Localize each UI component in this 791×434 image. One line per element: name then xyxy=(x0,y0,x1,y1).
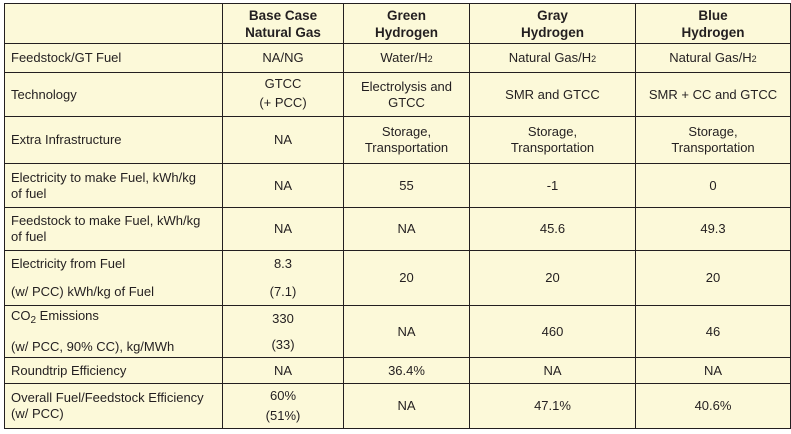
cell-green: NA xyxy=(343,305,470,358)
header-row: Base Case Natural Gas Green Hydrogen Gray H… xyxy=(4,3,791,44)
cell-green: Storage, Transportation xyxy=(343,116,470,164)
cell-green: Electrolysis and GTCC xyxy=(343,72,470,117)
cell-gray: -1 xyxy=(469,163,636,208)
cell-base: NA/NG xyxy=(222,43,344,73)
table-row-electricity-to-make-fuel: Electricity to make Fuel, kWh/kg of fuel … xyxy=(4,163,791,208)
cell-blue: 0 xyxy=(635,163,791,208)
cell-gray: Storage, Transportation xyxy=(469,116,636,164)
cell-base: 8.3 (7.1) xyxy=(222,250,344,306)
cell-blue: 40.6% xyxy=(635,383,791,429)
cell-base: NA xyxy=(222,357,344,384)
cell-green: Water/H2 xyxy=(343,43,470,73)
cell-base: 330 (33) xyxy=(222,305,344,358)
cell-base: NA xyxy=(222,116,344,164)
row-label: CO2 Emissions (w/ PCC, 90% CC), kg/MWh xyxy=(4,305,223,358)
row-label: Electricity from Fuel (w/ PCC) kWh/kg of … xyxy=(4,250,223,306)
cell-gray: 45.6 xyxy=(469,207,636,251)
row-label: Technology xyxy=(4,72,223,117)
header-empty-cell xyxy=(4,3,223,44)
table-row-technology: Technology GTCC (+ PCC) Electrolysis and G… xyxy=(4,72,791,117)
cell-base: NA xyxy=(222,207,344,251)
cell-gray: 47.1% xyxy=(469,383,636,429)
table-row-infrastructure: Extra Infrastructure NA Storage, Transpor… xyxy=(4,116,791,164)
header-gray-hydrogen: Gray Hydrogen xyxy=(469,3,636,44)
header-blue-hydrogen: Blue Hydrogen xyxy=(635,3,791,44)
table-row-co2-emissions: CO2 Emissions (w/ PCC, 90% CC), kg/MWh 33… xyxy=(4,305,791,358)
cell-gray: NA xyxy=(469,357,636,384)
table-row-overall-efficiency: Overall Fuel/Feedstock Efficiency (w/ PCC… xyxy=(4,383,791,429)
cell-blue: Storage, Transportation xyxy=(635,116,791,164)
cell-green: NA xyxy=(343,207,470,251)
row-label: Extra Infrastructure xyxy=(4,116,223,164)
table-row-feedstock-to-make-fuel: Feedstock to make Fuel, kWh/kg of fuel NA… xyxy=(4,207,791,251)
row-label: Roundtrip Efficiency xyxy=(4,357,223,384)
cell-blue: Natural Gas/H2 xyxy=(635,43,791,73)
cell-gray: 460 xyxy=(469,305,636,358)
header-green-hydrogen: Green Hydrogen xyxy=(343,3,470,44)
cell-green: 20 xyxy=(343,250,470,306)
hydrogen-comparison-table: Base Case Natural Gas Green Hydrogen Gray H… xyxy=(4,3,791,429)
header-base-case: Base Case Natural Gas xyxy=(222,3,344,44)
row-label: Feedstock to make Fuel, kWh/kg of fuel xyxy=(4,207,223,251)
cell-blue: 20 xyxy=(635,250,791,306)
table-row-feedstock: Feedstock/GT Fuel NA/NG Water/H2 Natural… xyxy=(4,43,791,73)
cell-gray: 20 xyxy=(469,250,636,306)
cell-blue: 49.3 xyxy=(635,207,791,251)
row-label: Overall Fuel/Feedstock Efficiency (w/ PCC… xyxy=(4,383,223,429)
row-label: Electricity to make Fuel, kWh/kg of fuel xyxy=(4,163,223,208)
table-row-electricity-from-fuel: Electricity from Fuel (w/ PCC) kWh/kg of … xyxy=(4,250,791,306)
cell-base: NA xyxy=(222,163,344,208)
cell-gray: SMR and GTCC xyxy=(469,72,636,117)
cell-blue: 46 xyxy=(635,305,791,358)
cell-blue: NA xyxy=(635,357,791,384)
cell-base: 60% (51%) xyxy=(222,383,344,429)
cell-green: NA xyxy=(343,383,470,429)
cell-green: 55 xyxy=(343,163,470,208)
cell-blue: SMR + CC and GTCC xyxy=(635,72,791,117)
cell-base: GTCC (+ PCC) xyxy=(222,72,344,117)
table-row-roundtrip-efficiency: Roundtrip Efficiency NA 36.4% NA NA xyxy=(4,357,791,384)
cell-gray: Natural Gas/H2 xyxy=(469,43,636,73)
row-label: Feedstock/GT Fuel xyxy=(4,43,223,73)
cell-green: 36.4% xyxy=(343,357,470,384)
